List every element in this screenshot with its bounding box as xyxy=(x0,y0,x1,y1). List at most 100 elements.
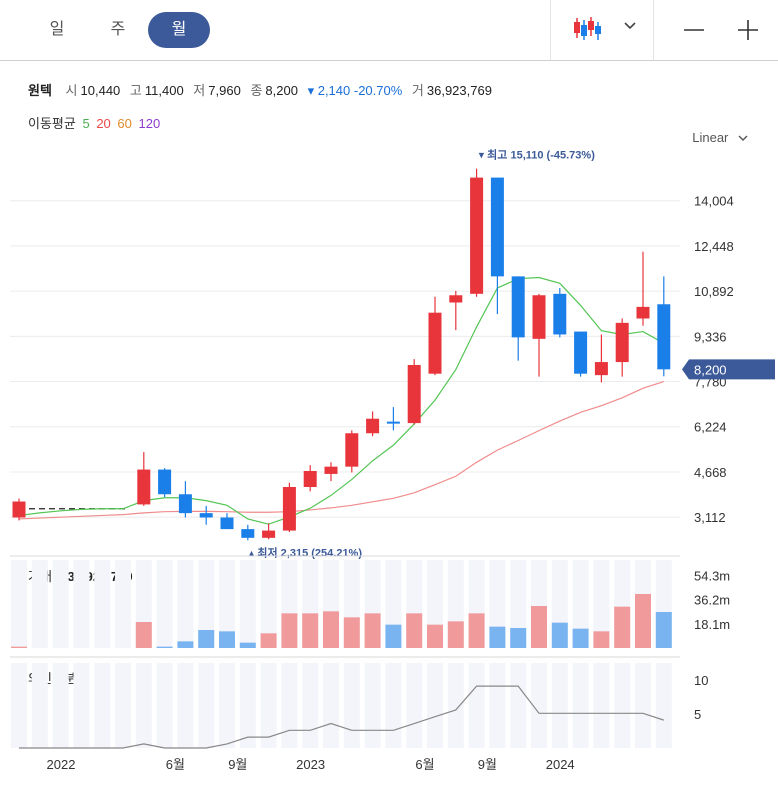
plus-icon xyxy=(738,20,758,40)
zoom-out-button[interactable] xyxy=(680,12,708,48)
foreign-column-bg xyxy=(115,663,131,748)
volume-column-bg xyxy=(489,560,506,648)
scale-label: Linear xyxy=(692,130,729,145)
volume-column-bg xyxy=(385,560,402,648)
volume-column-bg xyxy=(219,560,235,648)
volume-panel-title: 거래량 xyxy=(28,569,64,584)
volume-bar xyxy=(177,641,194,648)
volume-bar xyxy=(281,613,298,648)
candle-body xyxy=(12,501,26,518)
toolbar-divider xyxy=(653,0,654,60)
foreign-column-bg xyxy=(427,663,443,748)
scale-toggle[interactable]: Linear xyxy=(692,130,748,145)
foreign-column-bg xyxy=(156,663,173,748)
volume-bar xyxy=(635,594,651,648)
foreign-column-bg xyxy=(198,663,215,748)
volume-bar xyxy=(343,617,360,648)
candle-body xyxy=(428,312,442,374)
candle-body xyxy=(262,530,276,538)
x-axis-label: 6월 xyxy=(166,757,185,772)
foreign-column-bg xyxy=(94,663,111,748)
foreign-column-bg xyxy=(364,663,381,748)
minus-icon xyxy=(684,29,704,31)
volume-bar xyxy=(406,613,423,648)
volume-column-bg xyxy=(655,560,672,648)
volume-column-bg xyxy=(281,560,298,648)
ma-legend-120[interactable]: 120 xyxy=(138,116,161,131)
foreign-tick-label: 5 xyxy=(694,707,701,722)
foreign-column-bg xyxy=(655,663,672,748)
foreign-column-bg xyxy=(11,663,27,748)
price-tick-label: 9,336 xyxy=(694,329,727,344)
volume-column-bg xyxy=(198,560,215,648)
foreign-column-bg xyxy=(177,663,194,748)
zoom-in-button[interactable] xyxy=(734,12,762,48)
moving-average-legend: 이동평균 5 20 60 120 xyxy=(28,113,160,132)
candle-body xyxy=(386,421,400,424)
volume-column-bg xyxy=(260,560,277,648)
volume-bar xyxy=(489,626,506,648)
x-axis-label: 9월 xyxy=(478,757,497,772)
volume-bar xyxy=(239,642,256,648)
volume-column-bg xyxy=(593,560,610,648)
volume-bar xyxy=(427,624,443,648)
low-label: 저 xyxy=(193,83,206,98)
volume-label: 거 xyxy=(411,83,424,98)
volume-column-bg xyxy=(323,560,339,648)
last-price-label: 8,200 xyxy=(694,362,727,377)
volume-bar xyxy=(219,631,235,648)
candle-body xyxy=(470,177,484,294)
volume-column-bg xyxy=(135,560,152,648)
close-value: 8,200 xyxy=(265,83,298,98)
chevron-down-icon xyxy=(624,22,636,30)
volume-value: 36,923,769 xyxy=(426,83,492,98)
volume-bar xyxy=(593,631,610,648)
candle-body xyxy=(449,295,463,303)
foreign-column-bg xyxy=(323,663,339,748)
volume-bar xyxy=(156,646,173,648)
close-label: 종 xyxy=(250,83,263,98)
candle-body xyxy=(511,276,525,338)
volume-bar xyxy=(260,633,277,648)
period-toolbar: 일 주 월 xyxy=(0,0,778,61)
chart-type-button[interactable] xyxy=(566,12,650,48)
volume-column-bg xyxy=(302,560,319,648)
price-tick-label: 4,668 xyxy=(694,465,727,480)
volume-column-bg xyxy=(614,560,631,648)
ma-legend-label: 이동평균 xyxy=(28,116,76,131)
foreign-column-bg xyxy=(468,663,485,748)
price-tick-label: 7,780 xyxy=(694,375,727,390)
volume-column-bg xyxy=(11,560,27,648)
volume-column-bg xyxy=(531,560,547,648)
foreign-column-bg xyxy=(385,663,402,748)
volume-column-bg xyxy=(156,560,173,648)
tab-week[interactable]: 주 xyxy=(110,21,126,38)
ma-legend-20[interactable]: 20 xyxy=(96,116,111,131)
high-value: 11,400 xyxy=(144,83,184,98)
tab-day[interactable]: 일 xyxy=(49,21,65,38)
open-label: 시 xyxy=(65,83,78,98)
foreign-column-bg xyxy=(635,663,651,748)
foreign-column-bg xyxy=(510,663,527,748)
price-tick-label: 14,004 xyxy=(694,194,734,209)
candle-body xyxy=(178,494,192,514)
x-axis-label: 2024 xyxy=(546,757,575,772)
volume-column-bg xyxy=(468,560,485,648)
foreign-column-bg xyxy=(281,663,298,748)
ma-legend-5[interactable]: 5 xyxy=(82,116,90,131)
ma-legend-60[interactable]: 60 xyxy=(117,116,132,131)
price-summary: 원텍 시 10,440 고 11,400 저 7,960 종 8,200 ▾ 2,140… xyxy=(28,80,498,99)
candle-body xyxy=(366,418,380,434)
foreign-column-bg xyxy=(593,663,610,748)
ma20-line xyxy=(18,380,664,520)
volume-panel-value: 36,923,769 xyxy=(67,569,133,584)
tab-month[interactable]: 월 xyxy=(148,12,210,48)
stock-name: 원텍 xyxy=(28,83,52,98)
x-axis-label: 2023 xyxy=(296,757,325,772)
volume-column-bg xyxy=(427,560,443,648)
volume-bar xyxy=(468,613,485,648)
volume-bar xyxy=(11,646,27,648)
volume-bar xyxy=(614,606,631,648)
volume-tick-label: 36.2m xyxy=(694,593,730,608)
price-tick-label: 10,892 xyxy=(694,284,734,299)
